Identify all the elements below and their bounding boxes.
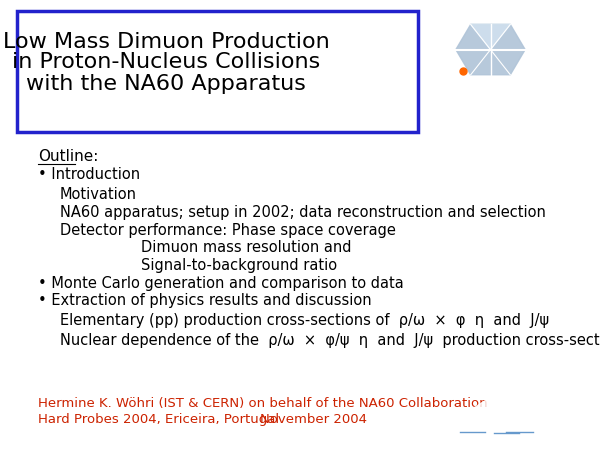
Text: • Extraction of physics results and discussion: • Extraction of physics results and disc… [38, 293, 372, 308]
Polygon shape [463, 420, 533, 429]
Text: with the NA60 Apparatus: with the NA60 Apparatus [26, 74, 306, 94]
Polygon shape [475, 393, 496, 413]
Text: Motivation: Motivation [59, 188, 137, 203]
Text: Detector performance: Phase space coverage: Detector performance: Phase space covera… [59, 223, 395, 238]
Text: • Monte Carlo generation and comparison to data: • Monte Carlo generation and comparison … [38, 276, 404, 291]
FancyBboxPatch shape [17, 11, 418, 132]
Text: NA60 apparatus; setup in 2002; data reconstruction and selection: NA60 apparatus; setup in 2002; data reco… [59, 205, 545, 220]
Text: Elementary (pp) production cross-sections of  ρ/ω  ×  φ  η  and  J/ψ: Elementary (pp) production cross-section… [59, 313, 549, 328]
Text: Hard Probes 2004, Ericeira, Portugal: Hard Probes 2004, Ericeira, Portugal [38, 413, 280, 426]
Text: Signal-to-background ratio: Signal-to-background ratio [140, 258, 337, 273]
Text: Hermine K. Wöhri (IST & CERN) on behalf of the NA60 Collaboration: Hermine K. Wöhri (IST & CERN) on behalf … [38, 397, 488, 410]
Text: • Introduction: • Introduction [38, 166, 140, 182]
Polygon shape [471, 24, 510, 50]
Polygon shape [456, 24, 525, 75]
Text: in Proton-Nucleus Collisions: in Proton-Nucleus Collisions [12, 53, 320, 72]
Text: Low Mass Dimuon Production: Low Mass Dimuon Production [3, 32, 329, 52]
Text: Dimuon mass resolution and: Dimuon mass resolution and [140, 240, 351, 256]
Text: November 2004: November 2004 [260, 413, 367, 426]
Polygon shape [496, 393, 521, 419]
Text: Nuclear dependence of the  ρ/ω  ×  φ/ψ  η  and  J/ψ  production cross-sections: Nuclear dependence of the ρ/ω × φ/ψ η an… [59, 333, 600, 348]
Text: NA60: NA60 [473, 91, 511, 104]
Text: Outline:: Outline: [38, 149, 98, 164]
